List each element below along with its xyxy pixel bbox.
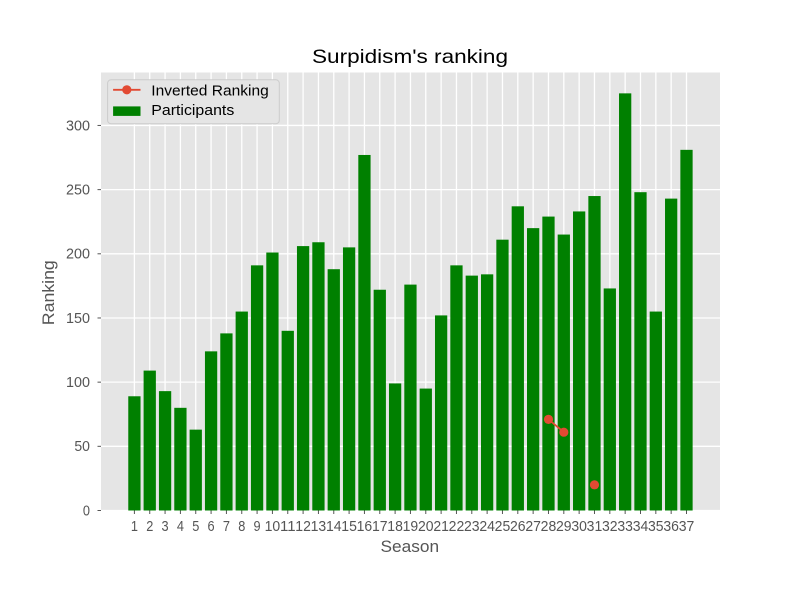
svg-text:10: 10	[265, 519, 281, 535]
svg-text:31: 31	[587, 519, 603, 535]
svg-text:20: 20	[418, 519, 434, 535]
svg-text:11: 11	[280, 519, 296, 535]
svg-text:150: 150	[66, 311, 90, 327]
svg-text:300: 300	[66, 118, 90, 134]
svg-text:1: 1	[131, 519, 138, 535]
svg-text:28: 28	[541, 519, 557, 535]
svg-text:35: 35	[648, 519, 664, 535]
svg-text:26: 26	[510, 519, 526, 535]
svg-text:50: 50	[74, 439, 90, 455]
svg-text:12: 12	[295, 519, 311, 535]
svg-text:36: 36	[663, 519, 679, 535]
svg-text:250: 250	[66, 183, 90, 199]
svg-text:100: 100	[66, 375, 90, 391]
svg-text:200: 200	[66, 247, 90, 263]
svg-text:29: 29	[556, 519, 572, 535]
svg-text:Surpidism's ranking: Surpidism's ranking	[312, 47, 508, 68]
svg-text:25: 25	[495, 519, 511, 535]
svg-text:Participants: Participants	[151, 103, 234, 119]
svg-text:30: 30	[571, 519, 587, 535]
svg-text:6: 6	[208, 519, 215, 535]
svg-text:21: 21	[433, 519, 449, 535]
svg-text:13: 13	[311, 519, 327, 535]
svg-text:Inverted Ranking: Inverted Ranking	[151, 83, 268, 99]
svg-text:34: 34	[633, 519, 649, 535]
svg-text:7: 7	[223, 519, 230, 535]
svg-text:0: 0	[83, 503, 90, 519]
svg-text:17: 17	[372, 519, 388, 535]
svg-text:9: 9	[254, 519, 261, 535]
svg-text:37: 37	[679, 519, 695, 535]
svg-text:24: 24	[479, 519, 495, 535]
svg-text:2: 2	[146, 519, 153, 535]
svg-text:Ranking: Ranking	[40, 260, 58, 325]
svg-text:18: 18	[387, 519, 403, 535]
svg-text:22: 22	[449, 519, 465, 535]
svg-text:5: 5	[192, 519, 199, 535]
svg-text:23: 23	[464, 519, 480, 535]
svg-text:8: 8	[238, 519, 245, 535]
svg-text:19: 19	[403, 519, 419, 535]
svg-text:27: 27	[525, 519, 541, 535]
svg-text:3: 3	[162, 519, 169, 535]
svg-text:16: 16	[357, 519, 373, 535]
svg-text:15: 15	[341, 519, 357, 535]
svg-text:4: 4	[177, 519, 184, 535]
svg-text:Season: Season	[381, 538, 440, 556]
svg-text:33: 33	[617, 519, 633, 535]
svg-text:14: 14	[326, 519, 342, 535]
svg-text:32: 32	[602, 519, 618, 535]
